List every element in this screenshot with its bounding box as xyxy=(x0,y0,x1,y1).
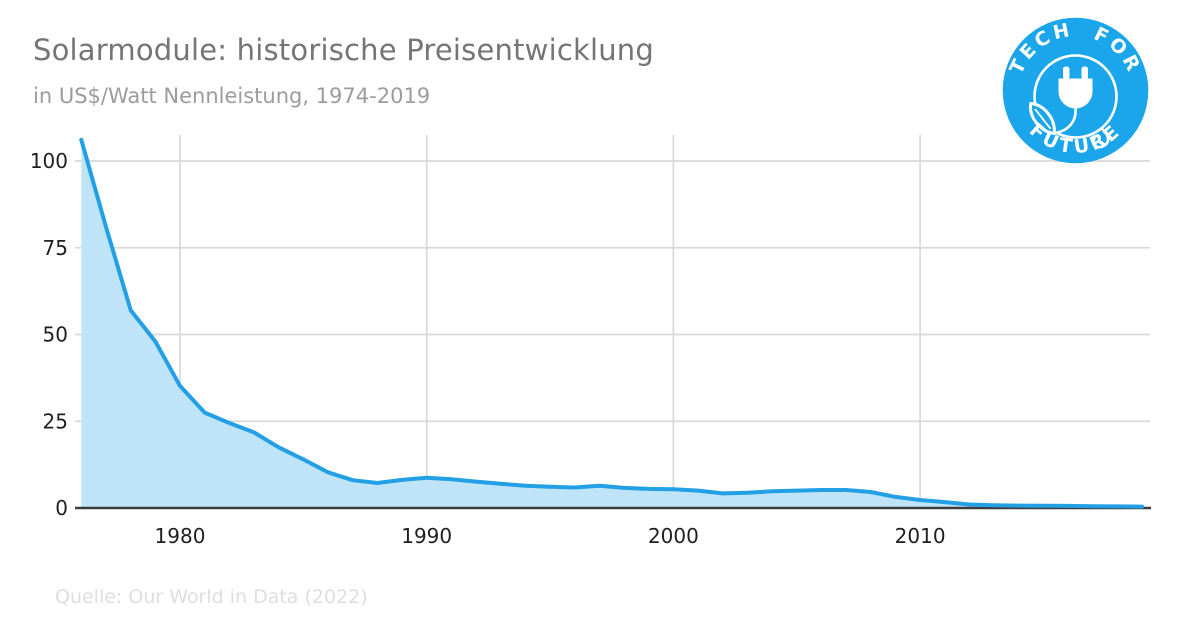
y-tick-label: 50 xyxy=(43,323,68,347)
cord-ring xyxy=(1033,54,1118,139)
x-tick-label: 2010 xyxy=(895,524,946,548)
page-title: Solarmodule: historische Preisentwicklun… xyxy=(33,33,654,67)
leaf-icon xyxy=(1029,101,1056,136)
source-note: Quelle: Our World in Data (2022) xyxy=(55,586,368,608)
x-tick-label: 2000 xyxy=(648,524,699,548)
y-tick-label: 0 xyxy=(55,496,68,520)
price-area xyxy=(81,139,1143,509)
cord-end-curl xyxy=(1091,127,1110,149)
chart-subtitle: in US$/Watt Nennleistung, 1974-2019 xyxy=(33,84,431,108)
x-tick-label: 1990 xyxy=(401,524,452,548)
x-tick-label: 1980 xyxy=(155,524,206,548)
tech-for-future-logo: TECH FOR FUTURE xyxy=(1002,17,1149,164)
y-tick-label: 75 xyxy=(43,236,68,260)
y-tick-label: 100 xyxy=(30,149,68,173)
price-line xyxy=(79,137,1145,509)
y-tick-label: 25 xyxy=(43,409,68,433)
plug-icon xyxy=(1058,66,1093,109)
plug-cord xyxy=(1056,107,1077,134)
